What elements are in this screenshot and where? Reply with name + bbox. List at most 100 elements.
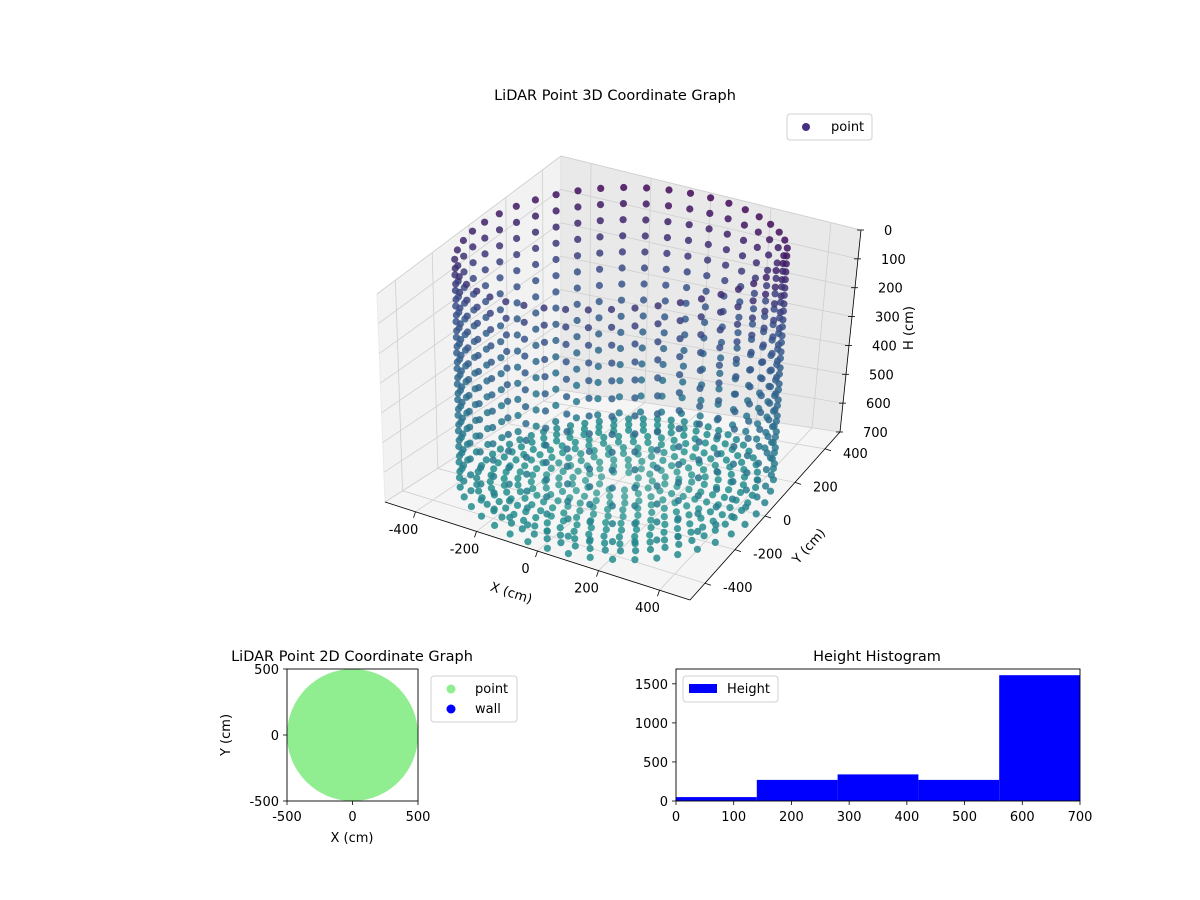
- z-tick-label-3d: 0: [884, 224, 892, 239]
- data-point: [564, 550, 573, 558]
- data-point: [530, 530, 538, 538]
- data-point: [679, 492, 687, 500]
- x-tick-label-2d: 0: [348, 810, 356, 825]
- data-point: [564, 502, 572, 510]
- data-point: [686, 205, 694, 213]
- data-point: [555, 474, 563, 482]
- data-point: [722, 246, 731, 254]
- data-point: [724, 431, 732, 439]
- y-tick-label-3d: 0: [783, 514, 791, 529]
- data-point: [602, 519, 610, 527]
- data-point: [776, 308, 784, 316]
- data-point: [513, 347, 522, 355]
- data-point: [481, 218, 489, 226]
- data-point: [488, 407, 496, 415]
- data-point: [595, 281, 604, 290]
- data-point: [455, 436, 463, 444]
- data-point: [616, 361, 624, 369]
- grid-line-z: [377, 188, 859, 325]
- data-point: [618, 248, 627, 256]
- data-point: [770, 305, 778, 313]
- data-point: [464, 376, 473, 384]
- data-point: [661, 543, 669, 552]
- y-tick-3d: [734, 549, 742, 552]
- data-point: [696, 412, 704, 420]
- data-point: [555, 481, 563, 489]
- data-point: [496, 306, 504, 314]
- data-point: [467, 471, 475, 479]
- data-point: [487, 342, 495, 350]
- data-point: [560, 509, 568, 517]
- data-point: [699, 523, 707, 531]
- data-point: [497, 386, 505, 394]
- data-point: [775, 228, 783, 236]
- data-point: [631, 466, 639, 474]
- data-point: [614, 438, 623, 446]
- data-point: [482, 298, 490, 306]
- data-point: [474, 367, 483, 376]
- data-point: [711, 538, 719, 547]
- data-point: [781, 284, 789, 292]
- data-point: [503, 364, 511, 372]
- y-tick-label-histogram: 500: [643, 756, 668, 771]
- data-point: [481, 234, 489, 242]
- data-point: [654, 392, 662, 400]
- data-point: [586, 500, 594, 508]
- data-point: [659, 360, 667, 369]
- data-point: [514, 474, 522, 482]
- data-point: [729, 478, 737, 486]
- data-point: [608, 466, 616, 474]
- data-point: [457, 351, 465, 359]
- x-tick-label-histogram: 400: [894, 810, 919, 825]
- data-point: [762, 466, 771, 474]
- data-point: [733, 320, 742, 328]
- data-point: [619, 232, 627, 240]
- data-point: [513, 501, 522, 509]
- data-point: [660, 329, 668, 337]
- data-point: [734, 329, 742, 337]
- data-point: [685, 464, 693, 472]
- chart-3d-title: LiDAR Point 3D Coordinate Graph: [494, 88, 736, 104]
- data-point: [522, 403, 530, 411]
- data-point: [743, 469, 751, 477]
- data-point: [475, 400, 483, 408]
- data-point: [577, 450, 585, 458]
- data-point: [572, 487, 580, 495]
- data-point: [706, 508, 715, 516]
- data-point: [533, 491, 541, 499]
- data-point: [641, 232, 649, 240]
- data-point: [745, 400, 754, 408]
- data-point: [619, 512, 627, 521]
- data-point: [512, 456, 520, 464]
- legend-point-label: point: [475, 682, 508, 697]
- data-point: [696, 366, 704, 375]
- data-point: [662, 265, 670, 273]
- data-point: [670, 436, 678, 444]
- data-point: [505, 480, 513, 488]
- data-point: [642, 200, 650, 208]
- data-point: [529, 471, 537, 479]
- data-point: [752, 510, 760, 518]
- data-point: [615, 393, 624, 401]
- data-point: [757, 408, 765, 417]
- data-point: [713, 485, 721, 493]
- data-point: [584, 324, 593, 332]
- data-point: [754, 476, 762, 484]
- data-point: [516, 488, 525, 496]
- data-point: [552, 239, 560, 247]
- data-point: [744, 434, 752, 442]
- data-point: [663, 234, 672, 242]
- data-point: [505, 440, 514, 448]
- data-point: [728, 513, 736, 521]
- data-point: [625, 415, 633, 423]
- data-point: [653, 500, 661, 508]
- data-point: [570, 527, 578, 536]
- data-point: [531, 196, 540, 204]
- data-point: [463, 312, 471, 320]
- data-point: [552, 385, 560, 393]
- data-point: [631, 430, 639, 438]
- data-point: [483, 500, 491, 508]
- data-point: [777, 348, 785, 356]
- data-point: [532, 309, 540, 317]
- data-point: [644, 484, 652, 492]
